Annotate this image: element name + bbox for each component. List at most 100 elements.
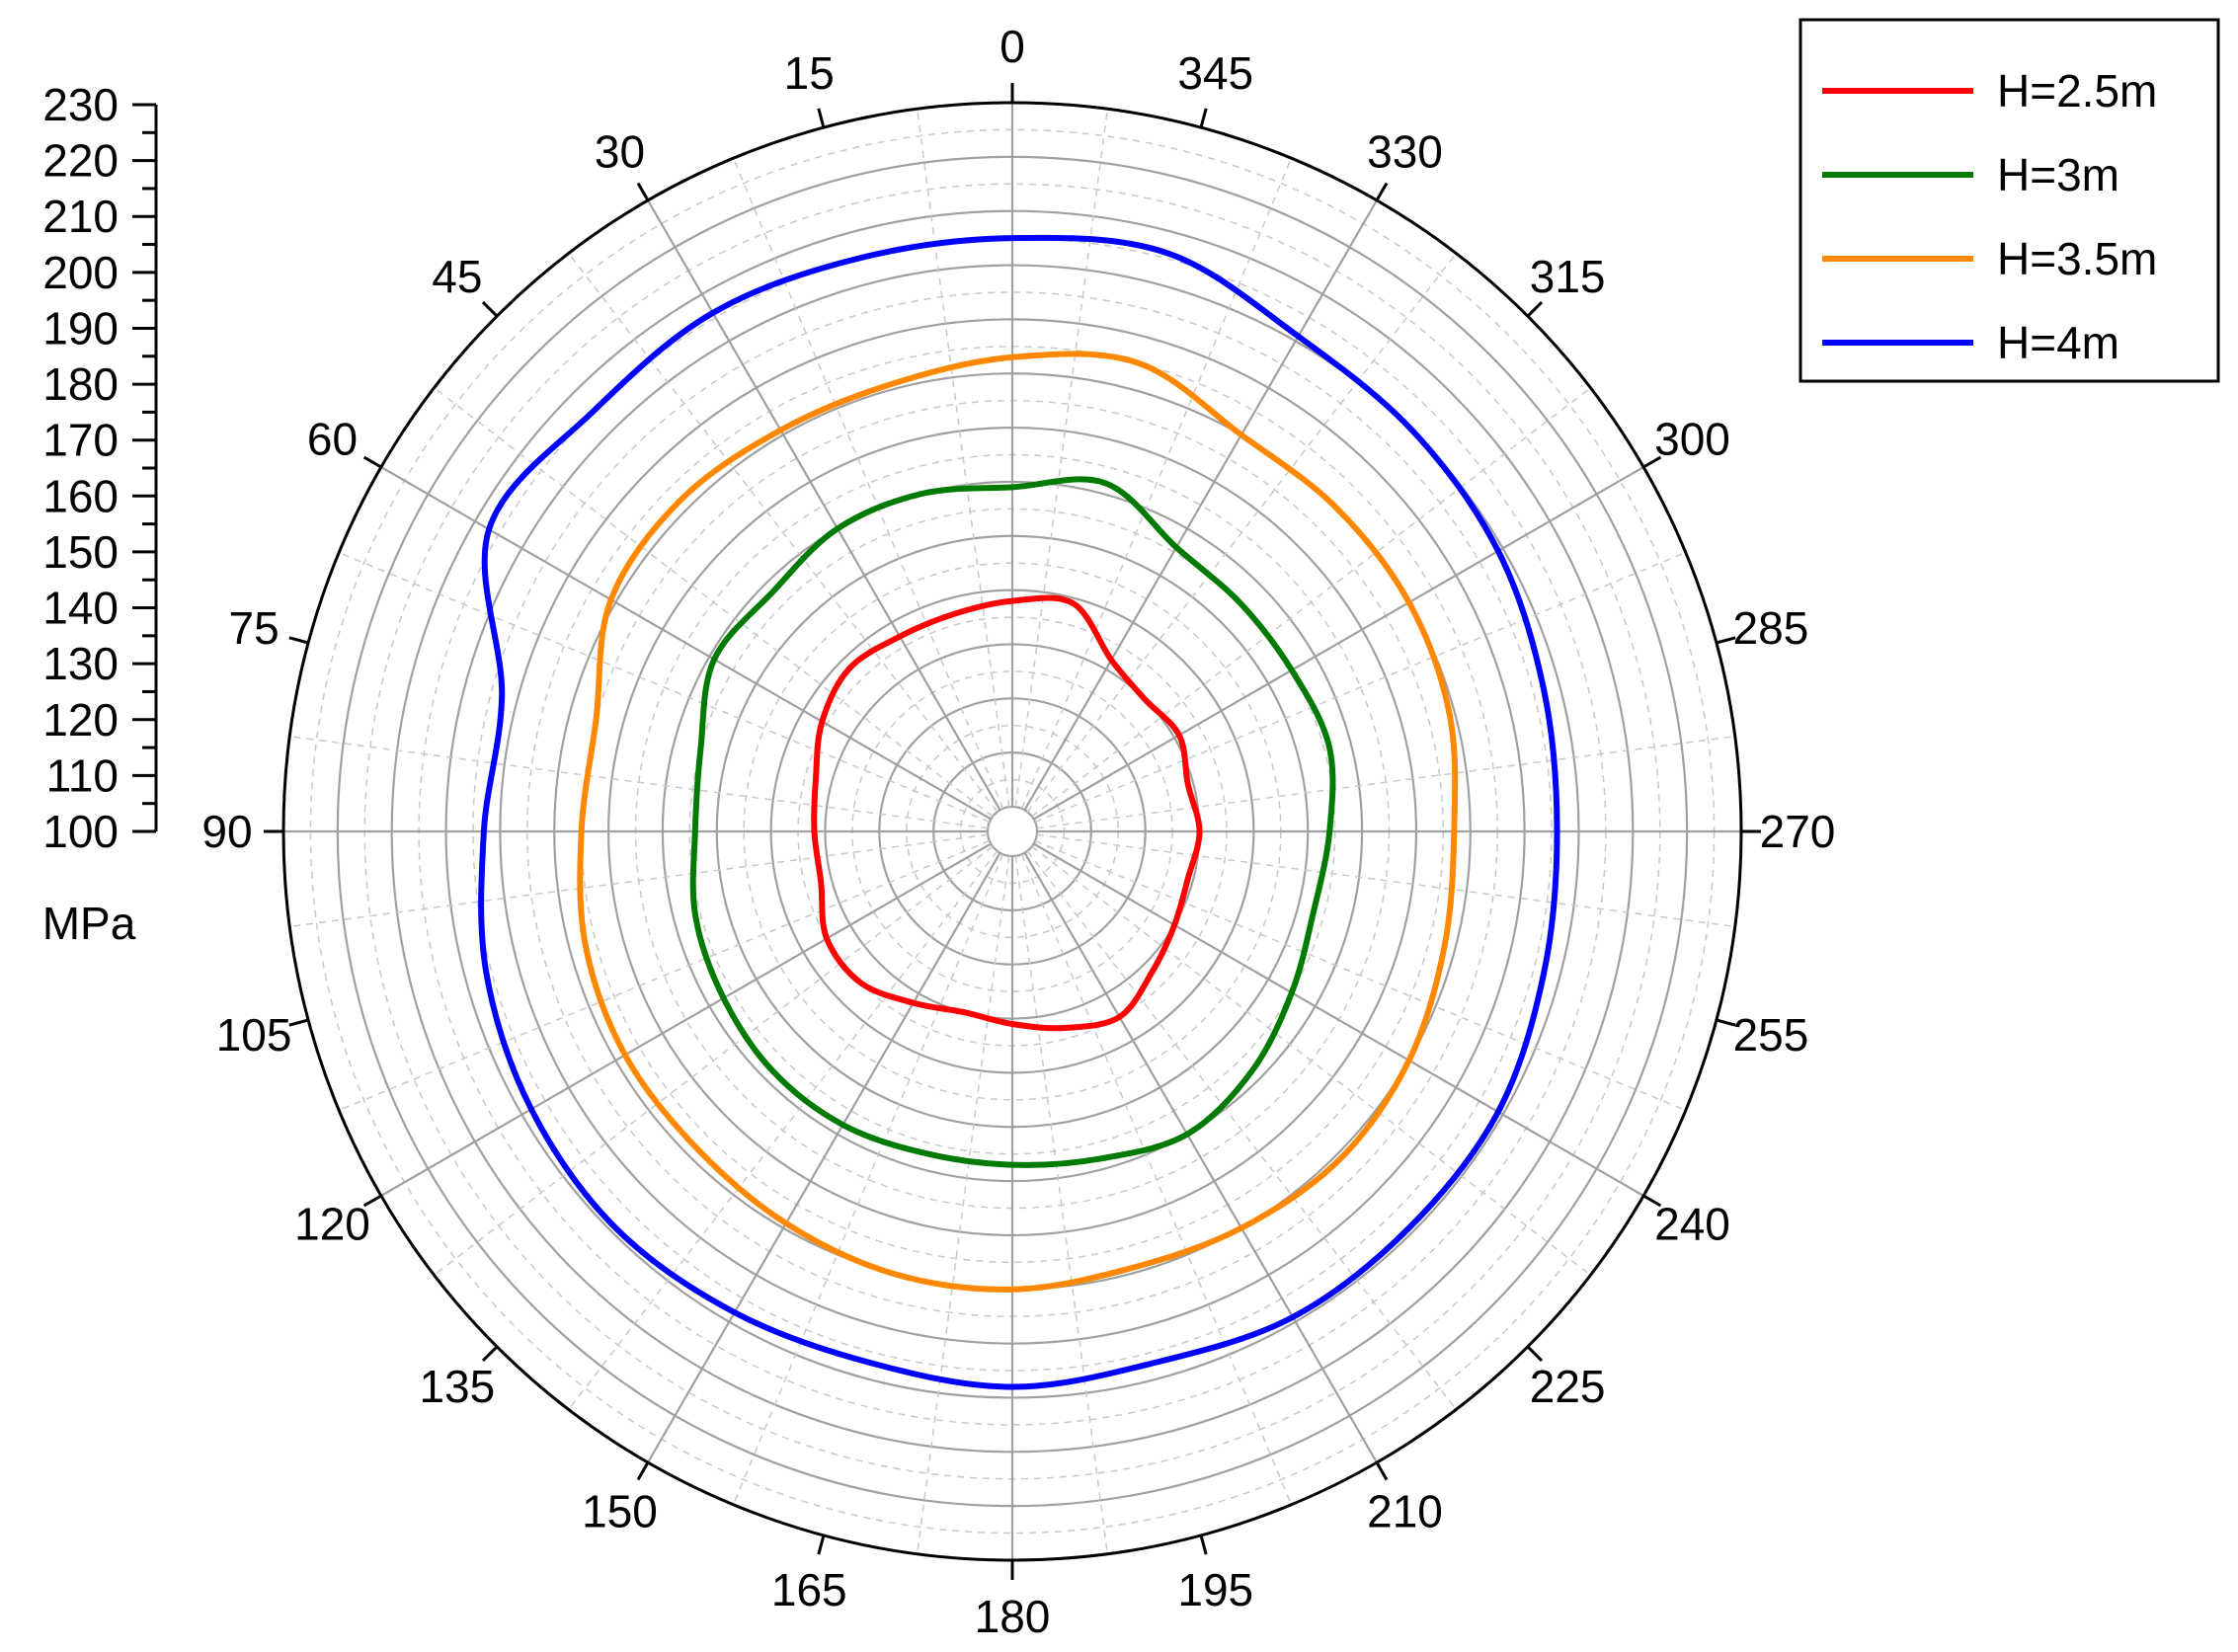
radial-tick-label: 160 bbox=[42, 470, 119, 521]
angle-label: 225 bbox=[1530, 1361, 1606, 1412]
major-grid-circle bbox=[986, 805, 1039, 858]
radial-tick-label: 210 bbox=[42, 191, 119, 242]
minor-grid-spoke bbox=[732, 853, 1004, 1506]
angular-tick-mark bbox=[1716, 636, 1736, 645]
legend-label-2: H=3m bbox=[1997, 149, 2119, 200]
angle-label: 90 bbox=[201, 806, 252, 857]
radial-tick-label: 230 bbox=[42, 79, 119, 130]
angle-label: 150 bbox=[582, 1485, 658, 1536]
major-grid-spoke bbox=[1023, 199, 1378, 811]
angle-label: 135 bbox=[419, 1361, 495, 1412]
radial-tick-label: 110 bbox=[46, 749, 119, 801]
angle-label: 75 bbox=[229, 602, 280, 654]
minor-grid-spoke bbox=[568, 850, 999, 1410]
angular-tick-mark bbox=[1526, 1345, 1544, 1363]
minor-grid-spoke bbox=[1020, 853, 1293, 1506]
angle-label: 210 bbox=[1367, 1485, 1443, 1536]
radial-unit-label: MPa bbox=[42, 898, 136, 949]
angle-label: 255 bbox=[1733, 1009, 1809, 1061]
minor-grid-spoke bbox=[916, 109, 1010, 808]
angular-tick-mark bbox=[1375, 182, 1389, 201]
angular-tick-labels: 0 15 30 45 60 75 90 105 120 135 150 165 180 195 210 225… bbox=[201, 21, 1835, 1642]
angular-tick-mark bbox=[817, 108, 826, 128]
radial-tick-label: 130 bbox=[42, 638, 119, 689]
angle-label: 45 bbox=[432, 251, 482, 302]
minor-grid-spoke bbox=[1031, 387, 1591, 818]
legend-box bbox=[1798, 18, 2220, 383]
angular-tick-mark bbox=[636, 182, 650, 201]
angle-label: 120 bbox=[294, 1199, 370, 1250]
major-grid-spoke bbox=[1033, 842, 1644, 1197]
legend-label-1: H=2.5m bbox=[1997, 65, 2157, 117]
minor-grid-spoke bbox=[1026, 850, 1457, 1410]
minor-grid-spoke bbox=[732, 157, 1004, 810]
angle-label: 0 bbox=[999, 21, 1025, 72]
angular-tick-mark bbox=[1526, 300, 1544, 318]
angle-label: 30 bbox=[595, 126, 645, 178]
polar-grid bbox=[264, 83, 1761, 1580]
legend-label-4: H=4m bbox=[1997, 317, 2119, 368]
angle-label: 270 bbox=[1760, 806, 1836, 857]
radial-scale-axis: 1001101201301401501601701801902002102202… bbox=[42, 79, 158, 949]
major-grid-spoke bbox=[1033, 466, 1644, 821]
angle-label: 330 bbox=[1367, 126, 1443, 178]
angle-label: 180 bbox=[975, 1591, 1051, 1642]
angular-tick-mark bbox=[1199, 1534, 1208, 1555]
minor-grid-spoke bbox=[289, 833, 989, 928]
major-grid-spoke bbox=[1023, 852, 1378, 1463]
angle-label: 240 bbox=[1654, 1199, 1730, 1250]
major-grid-spoke bbox=[380, 466, 992, 821]
series-line-2 bbox=[689, 476, 1336, 1168]
series-line-4 bbox=[478, 234, 1560, 1390]
angular-tick-mark bbox=[362, 455, 382, 469]
radial-tick-label: 140 bbox=[42, 583, 119, 634]
angle-label: 195 bbox=[1177, 1564, 1253, 1615]
radial-tick-label: 180 bbox=[42, 358, 119, 410]
angular-tick-mark bbox=[362, 1194, 382, 1208]
angular-tick-mark bbox=[1375, 1461, 1389, 1481]
legend-label-3: H=3.5m bbox=[1997, 233, 2157, 284]
angle-label: 105 bbox=[216, 1009, 292, 1061]
minor-grid-spoke bbox=[434, 387, 994, 818]
minor-grid-spoke bbox=[1036, 833, 1735, 928]
minor-grid-spoke bbox=[1020, 157, 1293, 810]
minor-grid-spoke bbox=[1036, 735, 1735, 829]
minor-grid-spoke bbox=[338, 839, 991, 1112]
radial-tick-label: 100 bbox=[42, 806, 119, 857]
radial-tick-label: 120 bbox=[42, 694, 119, 746]
angular-tick-mark bbox=[1716, 1018, 1736, 1027]
angle-label: 285 bbox=[1733, 602, 1809, 654]
series-line-1 bbox=[811, 594, 1203, 1032]
minor-grid-spoke bbox=[1031, 845, 1591, 1276]
minor-grid-spoke bbox=[338, 551, 991, 824]
radial-tick-label: 150 bbox=[42, 526, 119, 578]
angular-tick-mark bbox=[636, 1461, 650, 1481]
angular-tick-mark bbox=[481, 300, 499, 318]
angular-tick-mark bbox=[481, 1345, 499, 1363]
major-grid-spoke bbox=[647, 199, 1001, 811]
minor-grid-spoke bbox=[1014, 109, 1109, 808]
radial-tick-label: 220 bbox=[42, 135, 119, 187]
angle-label: 315 bbox=[1530, 251, 1606, 302]
minor-grid-spoke bbox=[916, 855, 1010, 1554]
series-line-3 bbox=[577, 351, 1459, 1293]
major-grid-spoke bbox=[647, 852, 1001, 1463]
legend: H=2.5m H=3m H=3.5m H=4m bbox=[1798, 18, 2220, 383]
angular-tick-mark bbox=[1642, 455, 1662, 469]
minor-grid-spoke bbox=[434, 845, 994, 1276]
angle-label: 15 bbox=[784, 47, 835, 99]
angle-label: 300 bbox=[1654, 414, 1730, 465]
angle-label: 165 bbox=[771, 1564, 847, 1615]
minor-grid-spoke bbox=[1014, 855, 1109, 1554]
minor-grid-spoke bbox=[289, 735, 989, 829]
radial-tick-label: 170 bbox=[42, 415, 119, 466]
minor-grid-spoke bbox=[1034, 839, 1687, 1112]
angular-tick-mark bbox=[288, 1018, 309, 1027]
series-lines bbox=[478, 234, 1560, 1390]
angle-label: 60 bbox=[307, 414, 358, 465]
angular-tick-mark bbox=[1199, 108, 1208, 128]
angular-tick-mark bbox=[1642, 1194, 1662, 1208]
angular-tick-mark bbox=[817, 1534, 826, 1555]
angle-label: 345 bbox=[1177, 47, 1253, 99]
